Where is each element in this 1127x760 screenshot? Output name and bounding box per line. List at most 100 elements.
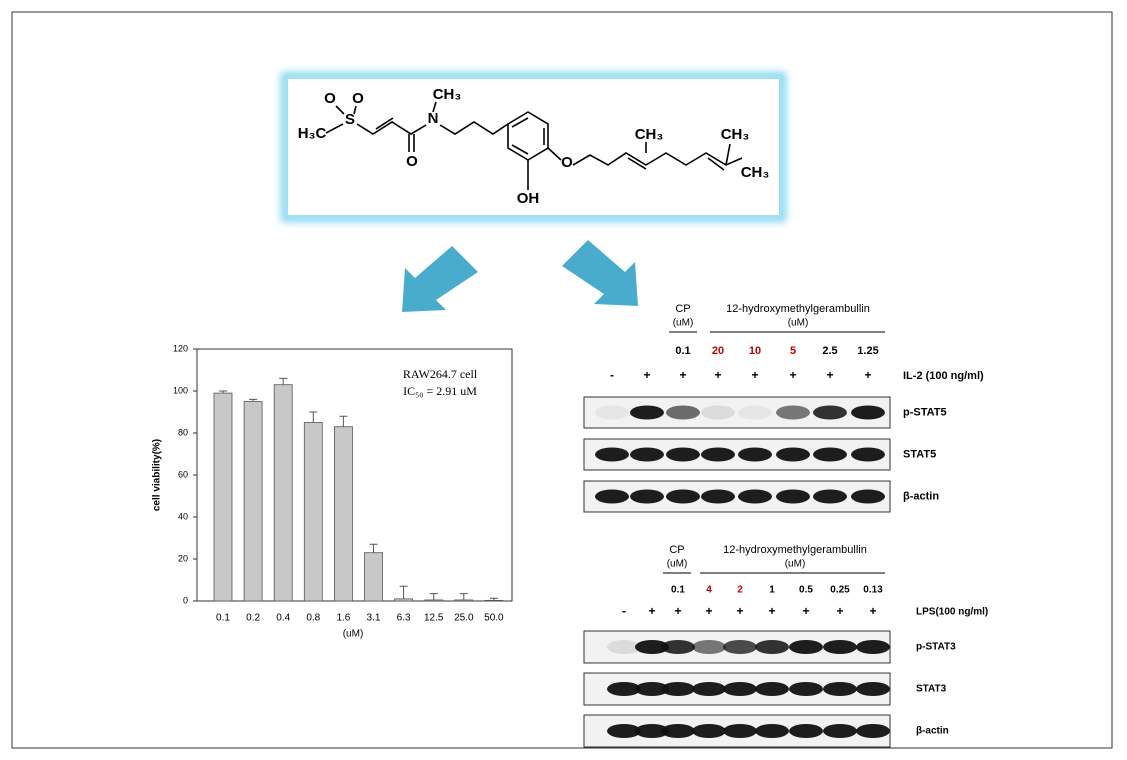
bar bbox=[394, 598, 414, 602]
band bbox=[851, 447, 885, 462]
band bbox=[661, 682, 695, 696]
error-bar bbox=[219, 390, 227, 394]
band bbox=[661, 724, 695, 738]
band bbox=[789, 724, 823, 738]
blot-header: CP bbox=[675, 303, 690, 315]
band bbox=[701, 405, 735, 420]
sign-label: + bbox=[643, 368, 650, 382]
band bbox=[630, 447, 664, 462]
band bbox=[607, 682, 641, 696]
sign-label: + bbox=[714, 368, 721, 382]
sign-label: + bbox=[802, 604, 809, 618]
band bbox=[813, 405, 847, 420]
band bbox=[813, 447, 847, 462]
band bbox=[701, 489, 735, 504]
treatment-label: IL-2 (100 ng/ml) bbox=[903, 370, 984, 382]
band bbox=[755, 724, 789, 738]
sign-label: + bbox=[736, 604, 743, 618]
band bbox=[851, 489, 885, 504]
row-label: p-STAT5 bbox=[903, 406, 947, 418]
dose-label: 0.25 bbox=[830, 585, 850, 596]
error-bar bbox=[399, 585, 408, 599]
atom-label: O bbox=[406, 153, 418, 170]
x-tick-label: 12.5 bbox=[424, 613, 444, 624]
dose-label: 20 bbox=[712, 345, 724, 357]
band bbox=[738, 447, 772, 462]
band bbox=[666, 489, 700, 504]
band bbox=[635, 724, 669, 738]
band bbox=[856, 724, 890, 738]
blot-header: (uM) bbox=[788, 318, 809, 329]
annotation: RAW264.7 cell bbox=[403, 367, 478, 381]
band bbox=[595, 405, 629, 420]
band bbox=[755, 640, 789, 654]
atom-label: CH₃ bbox=[741, 164, 770, 181]
blot-header: (uM) bbox=[667, 559, 688, 570]
error-bar bbox=[429, 593, 438, 600]
band bbox=[666, 447, 700, 462]
structure-bonds bbox=[325, 101, 743, 190]
sign-label: + bbox=[768, 604, 775, 618]
x-tick-label: 1.6 bbox=[336, 613, 350, 624]
band bbox=[856, 640, 890, 654]
y-tick-label: 40 bbox=[178, 511, 188, 521]
bar bbox=[454, 599, 474, 602]
band bbox=[607, 640, 641, 654]
frame bbox=[11, 11, 1113, 749]
treatment-label: LPS(100 ng/ml) bbox=[916, 607, 988, 618]
bar bbox=[364, 552, 383, 602]
band bbox=[823, 640, 857, 654]
band bbox=[635, 640, 669, 654]
bar bbox=[424, 599, 444, 602]
sign-label: + bbox=[705, 604, 712, 618]
error-bar bbox=[249, 398, 258, 402]
atom-label: OH bbox=[517, 190, 540, 207]
atom-label: CH₃ bbox=[635, 126, 664, 143]
structure-box bbox=[286, 77, 781, 217]
western-blots: CP (uM) 12-hydroxymethylgerambullin (uM) 0.1… bbox=[583, 303, 988, 748]
y-tick-label: 0 bbox=[183, 595, 188, 605]
row-label: β-actin bbox=[903, 490, 939, 502]
sign-label: + bbox=[869, 604, 876, 618]
sign-label: - bbox=[610, 368, 614, 382]
blot-header: (uM) bbox=[673, 318, 694, 329]
bar-chart: 0 20 40 60 80 100 120 0.1 0.2 0.4 0.8 1.6 3.1 6.3 12.5… bbox=[152, 343, 513, 640]
blot-header: CP bbox=[669, 544, 684, 556]
band bbox=[595, 447, 629, 462]
y-axis-label: cell viability(%) bbox=[152, 439, 163, 511]
band bbox=[630, 489, 664, 504]
dose-label: 0.13 bbox=[863, 585, 883, 596]
bar bbox=[303, 422, 323, 602]
band bbox=[595, 489, 629, 504]
band bbox=[723, 724, 757, 738]
x-tick-label: 0.2 bbox=[246, 613, 260, 624]
row-label: β-actin bbox=[916, 726, 949, 737]
y-tick-label: 100 bbox=[173, 385, 188, 395]
annotation: IC₅₀ = 2.91 uM bbox=[403, 384, 477, 398]
dose-label: 4 bbox=[706, 585, 712, 596]
band bbox=[776, 447, 810, 462]
dose-label: 1 bbox=[769, 585, 775, 596]
x-tick-label: 0.4 bbox=[276, 613, 290, 624]
error-bar bbox=[309, 411, 318, 423]
band bbox=[776, 405, 810, 420]
band bbox=[692, 724, 726, 738]
band bbox=[701, 447, 735, 462]
sign-label: + bbox=[864, 368, 871, 382]
row-label: STAT5 bbox=[903, 448, 936, 460]
x-axis-label: (uM) bbox=[343, 629, 364, 640]
sign-label: + bbox=[836, 604, 843, 618]
bar bbox=[243, 401, 263, 602]
dose-label: 0.1 bbox=[671, 585, 685, 596]
atom-label: O bbox=[561, 154, 573, 171]
error-bar bbox=[279, 377, 288, 385]
error-bar bbox=[369, 543, 378, 553]
band bbox=[823, 724, 857, 738]
band bbox=[723, 682, 757, 696]
bar bbox=[333, 426, 353, 602]
dose-label: 10 bbox=[749, 345, 761, 357]
error-bar bbox=[339, 415, 348, 427]
row-label: p-STAT3 bbox=[916, 642, 956, 653]
